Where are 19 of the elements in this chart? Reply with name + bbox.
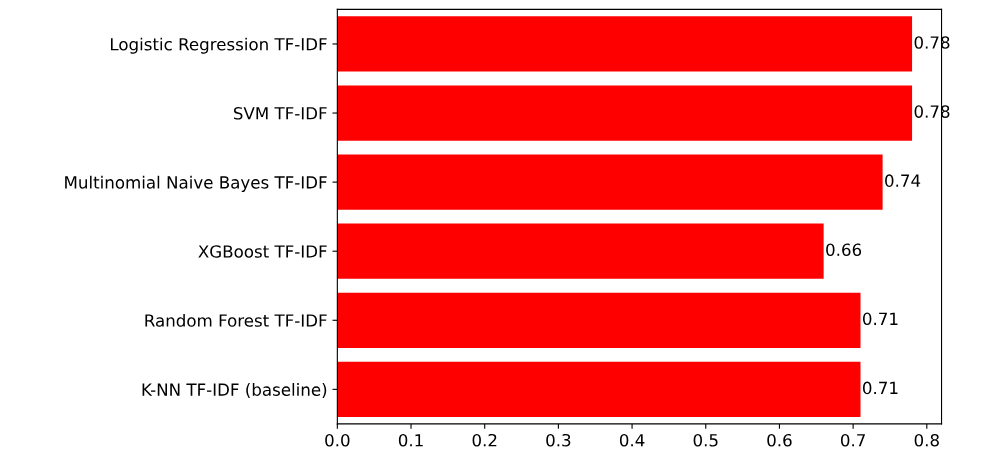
y-tick-label: XGBoost TF-IDF bbox=[198, 245, 327, 258]
y-tick-label: Random Forest TF-IDF bbox=[145, 313, 327, 327]
x-tick-label: 0.6 bbox=[767, 433, 792, 447]
y-tick-label: Multinomial Naive Bayes TF-IDF bbox=[65, 175, 327, 192]
x-tick-label: 0.0 bbox=[325, 433, 350, 447]
y-tick-label: K-NN TF-IDF (baseline) bbox=[142, 383, 327, 398]
x-tick-label: 0.4 bbox=[619, 433, 645, 447]
x-tick-label: 0.8 bbox=[914, 433, 939, 447]
y-tick-label: SVM TF-IDF bbox=[233, 107, 327, 120]
x-tick-label: 0.3 bbox=[546, 433, 571, 447]
data-label: 0.74 bbox=[885, 174, 921, 187]
x-tick-label: 0.1 bbox=[398, 433, 423, 447]
data-label: 0.66 bbox=[826, 243, 862, 257]
x-tick-label: 0.7 bbox=[840, 433, 865, 447]
y-tick-label: Logistic Regression TF-IDF bbox=[110, 37, 327, 54]
x-tick-label: 0.2 bbox=[472, 433, 497, 447]
x-tick-label: 0.5 bbox=[693, 433, 718, 447]
data-label: 0.71 bbox=[862, 312, 898, 326]
data-label: 0.71 bbox=[862, 381, 898, 395]
